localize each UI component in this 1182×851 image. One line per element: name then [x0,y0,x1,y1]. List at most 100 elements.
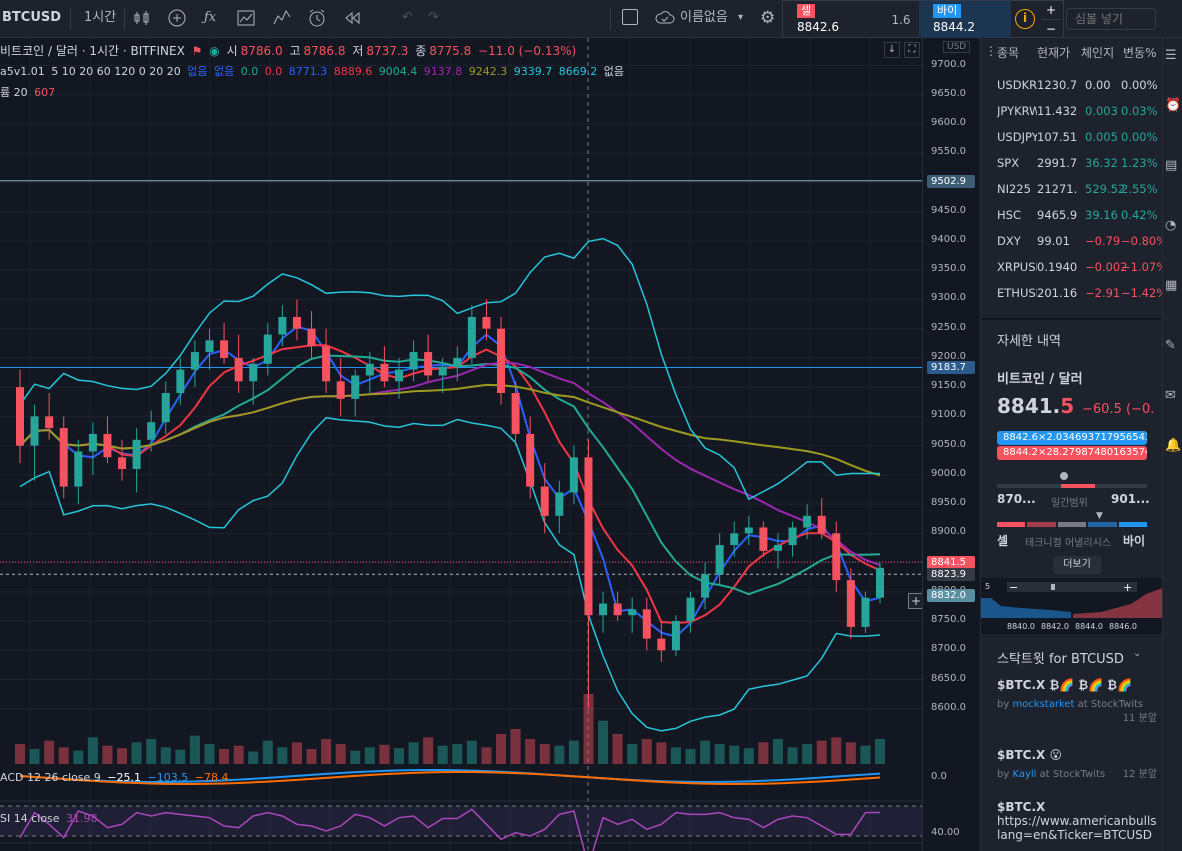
calendar-icon[interactable]: ▦ [1165,278,1178,293]
add-indicator-icon[interactable] [166,6,188,30]
gear-icon[interactable]: ⚙ [760,8,776,28]
detail-price-main: 8841. [997,394,1061,418]
price-chart[interactable] [0,38,922,851]
hotlist-icon[interactable]: ◔ [1165,218,1177,233]
layout-name[interactable]: 이름없음 [680,10,728,25]
more-button[interactable]: 더보기 [1053,556,1101,574]
fx-icon[interactable]: ƒx [204,10,217,25]
chevron-down-icon[interactable]: ⌄ [1133,648,1142,659]
watchlist-row[interactable]: ETHUSD 201.16 −2.91 −1.42% [981,280,1162,306]
candle-body [730,533,739,546]
candle-body [715,545,724,575]
row-change: 39.16 [1085,208,1118,222]
ma-legend[interactable]: a5v1.01 5 10 20 60 120 0 20 20 없음 없음 0.0… [0,63,627,79]
row-price: 107.51 [1037,130,1078,144]
symbol-search-input[interactable] [1066,8,1156,30]
rsi-legend[interactable]: SI 14 close 31.98 [0,812,101,825]
sell-button[interactable]: 셀 8842.6 [783,1,879,39]
ma-none-2: 없음 [213,65,235,78]
section-divider [981,318,1162,320]
bars-icon[interactable] [132,6,152,30]
plus-icon[interactable]: + [1041,1,1061,20]
candle-body [453,357,462,367]
ideas-icon[interactable]: ✎ [1165,338,1176,353]
watchlist-row[interactable]: USDKRW 1230.7 0.00 0.00% [981,72,1162,98]
stocktwits-post[interactable]: $BTC.X 😮 by Kayll at StockTwits 12 분앞 [997,748,1157,782]
depth-chart[interactable]: 5 − +8840.0 8842.0 8844.0 8846.0 [981,578,1162,632]
watchlist-row[interactable]: JPYKRW 11.432 0.003 0.03% [981,98,1162,124]
volume-legend[interactable]: 륨 20 607 [0,84,58,100]
depth-tick-label: 8844.0 [1075,622,1103,631]
volume-bar [627,744,638,764]
macd-signal-line [19,771,881,785]
low-value: 8737.3 [366,44,409,58]
high-value: 8786.8 [303,44,346,58]
scroll-down-icon[interactable]: ↓ [884,42,900,58]
col-pct[interactable]: 변동% [1123,46,1157,60]
detail-change: −60.5 (−0. [1082,402,1155,417]
stocktwits-post[interactable]: $BTC.X https://www.americanbulls.c lang=en… [997,800,1157,842]
col-price[interactable]: 현재가 [1037,46,1071,60]
chat-icon[interactable]: ✉ [1165,388,1176,403]
depth-plus-button[interactable]: + [1123,581,1132,594]
data-window-icon[interactable]: ▤ [1165,158,1178,173]
volume-bar [452,744,463,764]
watchlist-row[interactable]: HSC 9465.9 39.16 0.42% [981,202,1162,228]
compare-icon[interactable] [236,6,256,30]
watchlist-row[interactable]: NI225 21271. 529.52 2.55% [981,176,1162,202]
watchlist-row[interactable]: DXY 99.01 −0.79 −0.80% [981,228,1162,254]
minus-icon[interactable]: − [1045,22,1057,36]
chart-pane[interactable]: 비트코인 / 달러 · 1시간 · BITFINEX ⚑ ◉ 시 8786.0 고… [0,38,978,851]
row-pct: 0.00% [1121,130,1158,144]
buy-button[interactable]: 바이 8844.2 [919,1,1011,39]
interval-button[interactable]: 1시간 [84,10,117,25]
symbol-search-button[interactable]: BTCUSD [2,10,62,25]
watchlist-icon[interactable]: ☰ [1165,48,1177,63]
undo-icon[interactable]: ↶ [402,10,413,25]
row-price: 99.01 [1037,234,1070,248]
candle-body [482,316,491,329]
fullscreen-icon[interactable] [622,9,638,25]
post-user[interactable]: mockstarket [1012,699,1075,710]
stocktwits-post[interactable]: $BTC.X ₿🌈 ₿🌈 ₿🌈 by mockstarket at StockTw… [997,678,1157,726]
volume-bar [787,747,798,764]
post-line[interactable]: https://www.americanbulls.c [997,814,1157,828]
candle-body [657,638,666,651]
chart-style-icon[interactable] [272,6,292,30]
maximize-icon[interactable]: ⛶ [904,42,920,58]
watchlist-row[interactable]: SPX 2991.7 36.32 1.23% [981,150,1162,176]
watchlist-row[interactable]: USDJPY 107.51 0.005 0.00% [981,124,1162,150]
ma-params: 5 10 20 60 120 0 20 20 [51,65,181,78]
col-symbol[interactable]: 종목 [997,46,1020,60]
alert-icon[interactable] [306,6,328,30]
volume-bar [73,750,84,764]
alerts-icon[interactable]: ⏰ [1165,98,1182,113]
macd-legend[interactable]: ACD 12 26 close 9 −25.1 −103.5 −78.4 [0,771,231,784]
watchlist-menu-icon[interactable]: ⋮ [985,44,997,58]
chevron-down-icon[interactable]: ▾ [738,12,744,23]
watchlist-row[interactable]: XRPUSD 0.1940 −0.002 −1.07% [981,254,1162,280]
price-tick-label: 9000.0 [931,467,966,479]
redo-icon[interactable]: ↷ [428,10,439,25]
low-label: 저 [352,44,364,58]
price-axis[interactable]: USD 9700.0 9650.0 9600.0 9550.0 9450.0 9400.0… [922,38,978,851]
range-label: 일간범위 [1051,498,1088,509]
cloud-icon[interactable] [654,6,676,30]
post-user[interactable]: Kayll [1012,769,1037,780]
volume-bar [175,749,186,764]
volume-bar [612,734,623,764]
candle-body [292,316,301,329]
row-price: 1230.7 [1037,78,1078,92]
row-pct: 0.00% [1121,78,1158,92]
candle-body [380,363,389,382]
info-icon[interactable]: i [1015,9,1035,29]
row-price: 21271. [1037,182,1078,196]
depth-minus-button[interactable]: − [1009,581,1018,594]
notifications-icon[interactable]: 🔔 [1165,438,1182,453]
ma-val-7: 9242.3 [468,65,508,78]
stocktwits-title[interactable]: 스탁트윗 for BTCUSD [997,652,1124,667]
replay-icon[interactable] [342,6,362,30]
row-symbol: USDJPY [997,130,1037,144]
col-change[interactable]: 체인지 [1081,46,1115,60]
